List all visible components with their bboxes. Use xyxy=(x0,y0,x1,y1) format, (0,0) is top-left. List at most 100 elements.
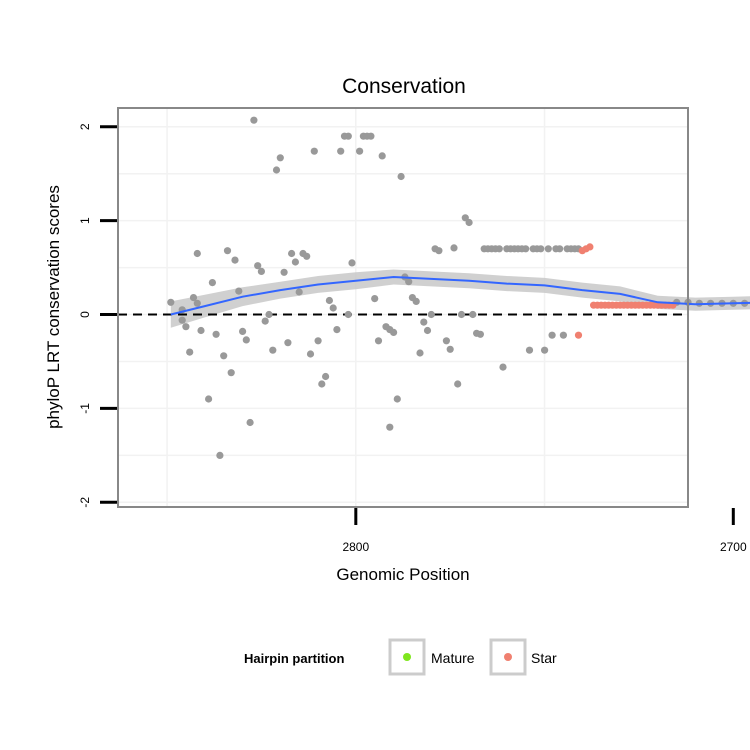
panel-border xyxy=(117,107,689,508)
point-star xyxy=(586,243,594,251)
point-unassigned xyxy=(469,310,477,319)
y-tick-label: 0 xyxy=(78,311,92,318)
point-unassigned xyxy=(442,337,450,345)
point-unassigned xyxy=(416,349,424,357)
point-unassigned xyxy=(548,331,556,339)
point-unassigned xyxy=(186,348,194,356)
point-unassigned xyxy=(435,247,443,255)
point-unassigned xyxy=(303,252,311,260)
point-unassigned xyxy=(295,288,303,296)
point-unassigned xyxy=(227,369,235,377)
point-unassigned xyxy=(333,326,341,334)
point-unassigned xyxy=(265,310,273,319)
point-unassigned xyxy=(525,346,534,354)
point-star xyxy=(574,331,583,339)
point-unassigned xyxy=(276,154,284,162)
chart-title: Conservation xyxy=(342,75,466,98)
point-unassigned xyxy=(337,147,345,155)
point-unassigned xyxy=(284,339,292,347)
point-unassigned xyxy=(348,259,356,267)
legend-item-mature: Mature xyxy=(388,638,475,676)
point-unassigned xyxy=(457,310,466,319)
legend: Hairpin partition Mature Star xyxy=(244,638,557,676)
point-unassigned xyxy=(423,326,432,335)
point-unassigned xyxy=(235,287,243,295)
point-unassigned xyxy=(269,346,277,354)
point-unassigned xyxy=(318,380,326,388)
point-unassigned xyxy=(197,326,205,335)
x-axis-title: Genomic Position xyxy=(336,565,469,584)
point-unassigned xyxy=(386,423,394,431)
x-axis: 2800 2700 xyxy=(342,508,747,554)
legend-label-star: Star xyxy=(531,650,557,666)
point-unassigned xyxy=(310,147,318,155)
point-unassigned xyxy=(405,278,413,286)
point-unassigned xyxy=(254,262,262,270)
point-unassigned xyxy=(291,258,299,266)
point-unassigned xyxy=(541,346,549,354)
point-unassigned xyxy=(499,363,507,371)
point-unassigned xyxy=(182,323,190,331)
point-unassigned xyxy=(476,330,484,338)
point-unassigned xyxy=(556,245,564,253)
point-unassigned xyxy=(427,310,435,319)
point-unassigned xyxy=(239,327,247,335)
point-unassigned xyxy=(393,395,401,403)
point-unassigned xyxy=(208,279,216,287)
point-unassigned xyxy=(257,267,265,275)
point-unassigned xyxy=(261,317,269,325)
point-unassigned xyxy=(397,172,405,181)
point-unassigned xyxy=(231,256,239,264)
point-unassigned xyxy=(193,299,201,307)
point-unassigned xyxy=(537,245,545,253)
point-unassigned xyxy=(212,330,220,338)
y-tick-label: -2 xyxy=(78,497,92,508)
point-unassigned xyxy=(465,218,473,227)
point-unassigned xyxy=(344,310,352,319)
point-unassigned xyxy=(367,132,375,140)
point-unassigned xyxy=(306,350,315,358)
x-tick-label: 2700 xyxy=(720,540,747,554)
point-unassigned xyxy=(223,247,232,255)
point-unassigned xyxy=(280,268,288,276)
point-unassigned xyxy=(220,352,228,360)
smooth-line xyxy=(170,275,750,316)
point-unassigned xyxy=(205,395,213,403)
y-tick-label: -1 xyxy=(78,403,92,414)
legend-dot-star xyxy=(504,653,512,661)
point-unassigned xyxy=(356,147,364,155)
point-unassigned xyxy=(495,245,503,253)
point-unassigned xyxy=(167,298,175,306)
point-unassigned xyxy=(329,304,337,312)
legend-title: Hairpin partition xyxy=(244,651,344,666)
point-unassigned xyxy=(325,296,333,305)
point-unassigned xyxy=(544,245,552,253)
y-tick-label: 1 xyxy=(78,217,92,224)
point-unassigned xyxy=(446,345,454,353)
point-unassigned xyxy=(412,297,420,305)
point-unassigned xyxy=(390,328,398,336)
legend-label-mature: Mature xyxy=(431,650,475,666)
point-unassigned xyxy=(322,372,330,381)
point-unassigned xyxy=(522,245,530,253)
legend-item-star: Star xyxy=(489,638,557,676)
y-axis-title: phyloP LRT conservation scores xyxy=(44,185,63,429)
x-tick-label: 2800 xyxy=(342,540,369,554)
point-unassigned xyxy=(420,318,428,326)
point-unassigned xyxy=(378,152,386,160)
point-unassigned xyxy=(314,337,322,345)
y-tick-label: 2 xyxy=(78,123,92,130)
legend-dot-mature xyxy=(403,653,411,661)
point-unassigned xyxy=(242,336,250,344)
point-unassigned xyxy=(454,380,462,388)
point-unassigned xyxy=(250,116,258,124)
point-unassigned xyxy=(559,331,568,339)
point-unassigned xyxy=(288,249,296,258)
point-unassigned xyxy=(178,316,186,324)
point-unassigned xyxy=(193,249,201,258)
point-unassigned xyxy=(272,166,281,174)
point-unassigned xyxy=(450,244,458,252)
point-unassigned xyxy=(189,294,198,302)
point-unassigned xyxy=(374,337,383,345)
